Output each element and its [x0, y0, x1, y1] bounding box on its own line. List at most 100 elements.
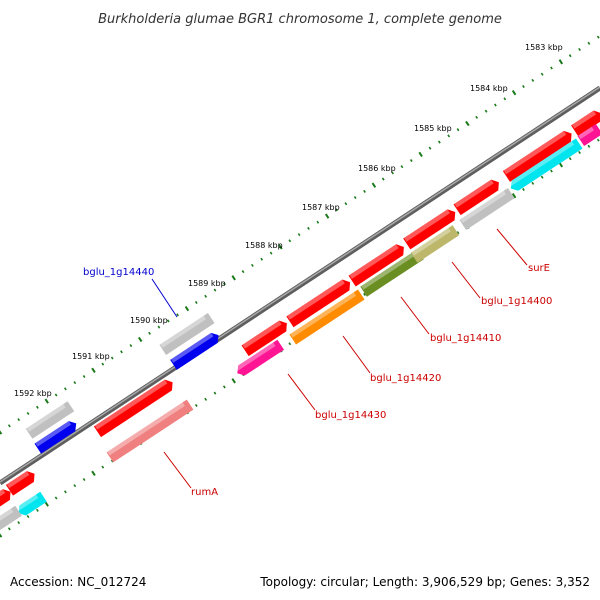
- leader-bglu_1g14410: [400, 296, 430, 335]
- feature-cyan-right[interactable]: [507, 138, 583, 193]
- inner-tick-mark: [363, 292, 366, 296]
- cds-fwd-7-shape: [502, 130, 572, 182]
- cds-fwd-1-highlight: [94, 379, 168, 430]
- cds-fwd-7[interactable]: [502, 128, 575, 182]
- outer-tick-mark: [363, 189, 366, 193]
- inner-tick-mark: [522, 187, 525, 192]
- outer-tick-mark: [316, 220, 320, 224]
- inner-tick-mark: [7, 527, 11, 531]
- feature-blue-upper-2-highlight: [35, 421, 72, 447]
- feature-rumA-gene[interactable]: [106, 399, 194, 463]
- feature-bglu_1g14410-gene-shape: [360, 249, 424, 297]
- outer-tick-mark: [494, 103, 497, 107]
- feature-gray-upper-1-shape: [159, 313, 215, 355]
- inner-tick-mark: [91, 470, 96, 476]
- outer-tick-mark: [522, 84, 525, 89]
- outer-tick-mark: [353, 196, 357, 200]
- outer-tick-mark: [371, 182, 377, 188]
- cds-fwd-1[interactable]: [93, 377, 176, 438]
- feature-rumA-gene-highlight: [107, 402, 185, 456]
- outer-tick-mark: [324, 213, 330, 219]
- genome-summary-text: Topology: circular; Length: 3,906,529 bp…: [259, 575, 590, 589]
- feature-magenta-right-highlight: [578, 126, 595, 139]
- inner-tick-mark: [596, 138, 600, 142]
- outer-tick-track: [0, 35, 600, 435]
- feature-bglu_1g14430-gene[interactable]: [234, 339, 285, 379]
- feature-gray-left-shape: [0, 505, 22, 533]
- inner-tick-mark: [456, 231, 460, 235]
- cds-fwd-5[interactable]: [403, 207, 459, 250]
- cds-fwd-8[interactable]: [571, 108, 600, 137]
- outer-tick-mark: [437, 140, 441, 144]
- leader-rumA: [163, 451, 192, 489]
- gene-label-bglu_1g14420[interactable]: bglu_1g14420: [370, 373, 441, 384]
- outer-tick-mark: [456, 128, 460, 132]
- leader-bglu_1g14420: [342, 335, 371, 374]
- feature-bglu_1g14440[interactable]: [170, 330, 222, 370]
- accession-text: Accession: NC_012724: [10, 575, 146, 589]
- outer-tick-mark: [120, 350, 123, 354]
- outer-tick-mark: [568, 54, 572, 58]
- feature-cyan-left-highlight: [16, 494, 39, 512]
- inner-tick-mark: [82, 477, 86, 482]
- cds-fwd-6-shape: [453, 179, 499, 216]
- outer-tick-mark: [344, 202, 348, 206]
- feature-gray-left-highlight: [0, 508, 14, 526]
- inner-tick-mark: [36, 508, 39, 512]
- cds-fwd-2[interactable]: [241, 318, 291, 357]
- cds-fwd-edge[interactable]: [0, 486, 14, 514]
- tick-label-1586: 1586 kbp: [358, 164, 396, 173]
- inner-tick-mark: [213, 391, 217, 395]
- gene-label-rumA[interactable]: rumA: [191, 487, 218, 498]
- outer-tick-mark: [428, 146, 432, 150]
- outer-tick-mark: [558, 59, 564, 65]
- feature-surE-gene[interactable]: [459, 188, 515, 230]
- cds-fwd-0-highlight: [6, 471, 30, 489]
- outer-tick-mark: [73, 381, 77, 385]
- feature-bglu_1g14420-gene[interactable]: [289, 289, 365, 345]
- gene-label-surE[interactable]: surE: [528, 263, 550, 274]
- tick-label-1591: 1591 kbp: [72, 352, 110, 361]
- feature-bglu_1g14400-gene[interactable]: [410, 225, 460, 263]
- feature-gray-upper-1-highlight: [160, 315, 207, 348]
- feature-blue-upper-2[interactable]: [34, 418, 79, 454]
- cds-fwd-6[interactable]: [453, 177, 503, 216]
- outer-tick-mark: [307, 226, 310, 230]
- gene-label-bglu_1g14430[interactable]: bglu_1g14430: [315, 410, 386, 421]
- outer-tick-mark: [222, 282, 226, 286]
- feature-gray-upper-2[interactable]: [25, 401, 75, 439]
- outer-tick-mark: [409, 159, 413, 163]
- label-leaders: [151, 228, 528, 489]
- feature-surE-gene-shape: [459, 188, 515, 230]
- inner-tick-mark: [578, 150, 581, 155]
- cds-fwd-7-highlight: [503, 130, 567, 175]
- feature-gray-upper-2-highlight: [26, 403, 66, 432]
- outer-tick-mark: [231, 275, 236, 281]
- outer-tick-mark: [64, 387, 67, 391]
- inner-tick-mark: [540, 175, 544, 179]
- leader-surE: [496, 228, 528, 266]
- outer-tick-mark: [400, 165, 404, 169]
- inner-tick-mark: [587, 144, 591, 148]
- feature-bglu_1g14410-gene[interactable]: [360, 249, 424, 297]
- feature-bglu_1g14400-gene-highlight: [411, 227, 451, 256]
- outer-tick-mark: [447, 134, 451, 138]
- outer-tick-mark: [381, 177, 385, 181]
- gene-label-bglu_1g14410[interactable]: bglu_1g14410: [430, 333, 501, 344]
- tick-label-1590: 1590 kbp: [130, 316, 168, 325]
- cds-fwd-3[interactable]: [286, 277, 353, 328]
- outer-tick-mark: [587, 41, 591, 45]
- feature-magenta-right[interactable]: [577, 123, 600, 147]
- cds-fwd-2-shape: [241, 320, 287, 357]
- cds-fwd-4[interactable]: [348, 242, 408, 287]
- gene-label-bglu_1g14440[interactable]: bglu_1g14440: [83, 267, 154, 278]
- inner-tick-mark: [288, 342, 292, 346]
- outer-tick-mark: [137, 336, 143, 343]
- feature-gray-left[interactable]: [0, 505, 22, 533]
- cds-fwd-0[interactable]: [5, 468, 38, 496]
- gene-label-bglu_1g14400[interactable]: bglu_1g14400: [481, 296, 552, 307]
- feature-cyan-left[interactable]: [15, 491, 47, 519]
- feature-gray-upper-1[interactable]: [159, 313, 215, 355]
- outer-tick-mark: [269, 251, 273, 255]
- map-title: Burkholderia glumae BGR1 chromosome 1, c…: [98, 12, 502, 27]
